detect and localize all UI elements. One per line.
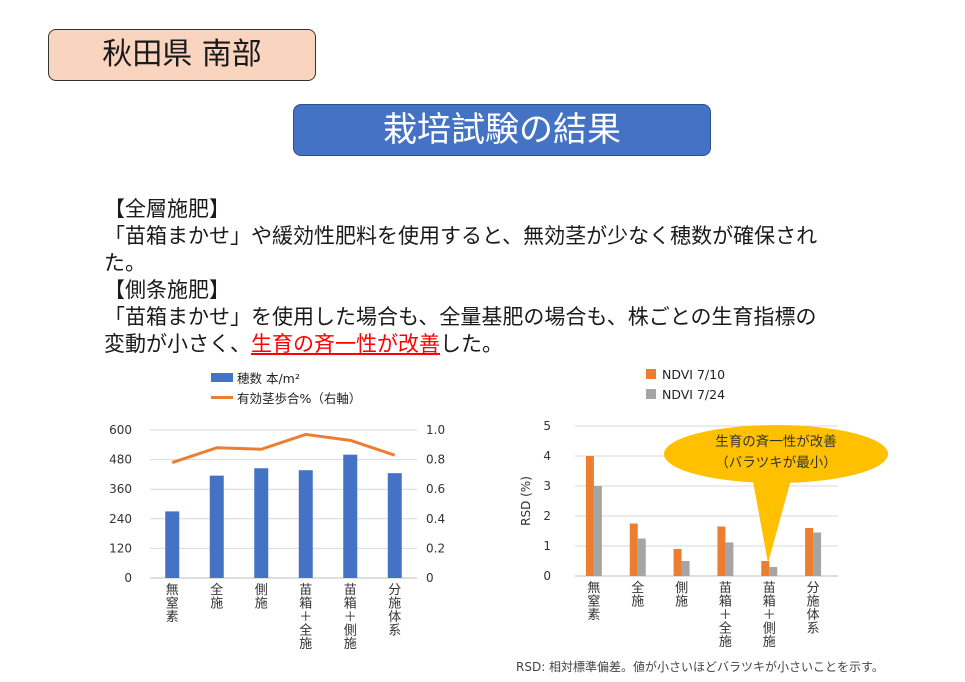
bar-ndvi-0724 [681,561,690,576]
y-tick-label-right: 0.4 [426,512,445,526]
x-tick-label-chart2: 分施体系 [807,581,820,637]
y-tick-label-left: 240 [109,512,132,526]
x-tick-label-chart1: 苗箱＋全施 [299,583,312,652]
x-tick-label-chart1: 側施 [255,583,268,612]
y-tick-label-chart2: 0 [543,569,551,583]
legend-label-ndvi-0724: NDVI 7/24 [662,386,726,402]
legend-swatch-bar [211,372,233,382]
rsd-footnote: RSD: 相対標準偏差。値が小さいほどバラツキが小さいことを示す。 [516,660,884,674]
line-effective-ratio [171,432,396,464]
text-side-row-part-a: 「苗箱まかせ」を使用した場合も、全量基肥の場合も、株ごとの生育指標の変動が小さく… [104,305,817,356]
bar-panicles [298,470,313,578]
x-tick-label-chart1: 分施体系 [388,583,401,639]
text-full-layer: 「苗箱まかせ」や緩効性肥料を使用すると、無効茎が少なく穂数が確保された。 [104,224,818,275]
legend-label-panicles: 穂数 本/m² [237,370,300,386]
uniformity-highlight: 生育の斉一性が改善 [251,332,440,356]
x-tick-label-chart2: 側施 [675,581,688,610]
bar-panicles [254,468,269,578]
callout-bubble [664,425,888,483]
y-tick-label-right: 0.6 [426,482,445,496]
legend-item-effective-ratio: 有効茎歩合%（右軸） [211,387,361,407]
legend-swatch-gray [646,389,656,399]
heading-side-row: 【側条施肥】 [104,278,230,302]
y-tick-label-right: 0 [426,571,434,585]
bar-ndvi-0724 [769,567,778,576]
y-tick-label-left: 360 [109,482,132,496]
x-tick-label-chart2: 苗箱＋側施 [763,581,776,650]
bar-panicles [165,511,180,578]
x-tick-label-chart1: 無窒素 [166,583,179,625]
y-tick-label-right: 0.2 [426,541,445,555]
x-tick-label-chart2: 全施 [631,580,644,610]
callout-text-line1: 生育の斉一性が改善 [715,434,837,450]
legend-chart1: 穂数 本/m² 有効茎歩合%（右軸） [211,367,361,407]
y-tick-label-left: 480 [109,453,132,467]
text-side-row: 「苗箱まかせ」を使用した場合も、全量基肥の場合も、株ごとの生育指標の変動が小さく… [104,304,824,358]
y-tick-label-right: 1.0 [426,423,445,437]
x-tick-label-chart1: 全施 [210,582,223,612]
y-tick-label-chart2: 3 [543,479,551,493]
x-tick-label-chart2: 苗箱＋全施 [719,581,732,650]
y-tick-label-left: 0 [124,571,132,585]
y-tick-label-chart2: 5 [543,419,551,433]
bar-ndvi-0710 [761,561,770,576]
y-tick-label-left: 120 [109,541,132,555]
callout-text-line2: （バラツキが最小） [715,455,837,471]
legend-chart2: NDVI 7/10 NDVI 7/24 [646,364,725,404]
bar-ndvi-0724 [637,538,646,576]
results-text: 【全層施肥】 「苗箱まかせ」や緩効性肥料を使用すると、無効茎が少なく穂数が確保さ… [104,196,824,358]
legend-label-ndvi-0710: NDVI 7/10 [662,366,726,382]
legend-swatch-line [211,395,233,399]
heading-full-layer: 【全層施肥】 [104,197,230,221]
legend-label-effective-ratio: 有効茎歩合%（右軸） [237,390,362,406]
y-tick-label-chart2: 1 [543,539,551,553]
y-axis-title-chart2: RSD (%) [519,476,533,526]
bar-panicles [343,454,358,578]
bar-ndvi-0710 [805,528,814,576]
y-tick-label-left: 600 [109,423,132,437]
legend-swatch-orange [646,369,656,379]
legend-item-ndvi-0710: NDVI 7/10 [646,364,725,384]
y-tick-label-right: 0.8 [426,453,445,467]
y-tick-label-chart2: 4 [543,449,551,463]
results-banner: 栽培試験の結果 [293,104,711,156]
x-tick-label-chart2: 無窒素 [587,581,600,623]
bar-ndvi-0724 [593,486,602,576]
bar-ndvi-0724 [813,532,822,576]
callout-pointer [752,476,792,563]
region-tag: 秋田県 南部 [48,29,316,81]
x-tick-label-chart1: 苗箱＋側施 [344,583,357,652]
bar-panicles [387,473,402,578]
text-side-row-part-b: した。 [440,332,503,356]
bar-panicles [209,475,224,578]
bar-ndvi-0710 [585,456,594,576]
y-tick-label-chart2: 2 [543,509,551,523]
bar-ndvi-0710 [629,523,638,576]
legend-item-ndvi-0724: NDVI 7/24 [646,384,725,404]
bar-ndvi-0710 [717,526,726,576]
legend-item-panicles: 穂数 本/m² [211,367,361,387]
bar-ndvi-0724 [725,542,734,576]
bar-ndvi-0710 [673,549,682,576]
